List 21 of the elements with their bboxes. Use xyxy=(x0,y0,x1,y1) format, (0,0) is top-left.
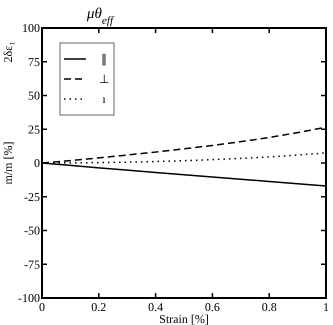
y-tick-label: -75 xyxy=(24,257,40,272)
legend-label: ⊥ xyxy=(99,72,109,86)
y-tick-label: 75 xyxy=(28,54,40,69)
x-tick-label: 0.8 xyxy=(262,300,277,314)
x-tick-label: 0.6 xyxy=(204,300,220,314)
chart-title: μθ$_{eff}$ xyxy=(86,6,115,27)
y-tick-label: -25 xyxy=(24,190,40,204)
x-tick-label: 1 xyxy=(323,300,329,314)
y-axis-title: m/m [%] xyxy=(1,142,15,184)
x-tick-label: 0.4 xyxy=(148,300,164,314)
x-tick-label: 0.2 xyxy=(91,300,106,314)
legend-label: ı xyxy=(102,92,106,106)
y-tick-label: -50 xyxy=(24,224,40,238)
y-tick-label: 0 xyxy=(34,156,40,170)
text: 2δε₁ xyxy=(1,42,15,62)
y-tick-label: 25 xyxy=(28,122,40,136)
x-axis-title: Strain [%] xyxy=(159,312,209,325)
legend-label: ∥ xyxy=(101,52,107,66)
y-tick-label: -100 xyxy=(18,291,40,305)
y-tick-label: 50 xyxy=(28,88,40,102)
y-tick-label: 100 xyxy=(22,21,40,35)
